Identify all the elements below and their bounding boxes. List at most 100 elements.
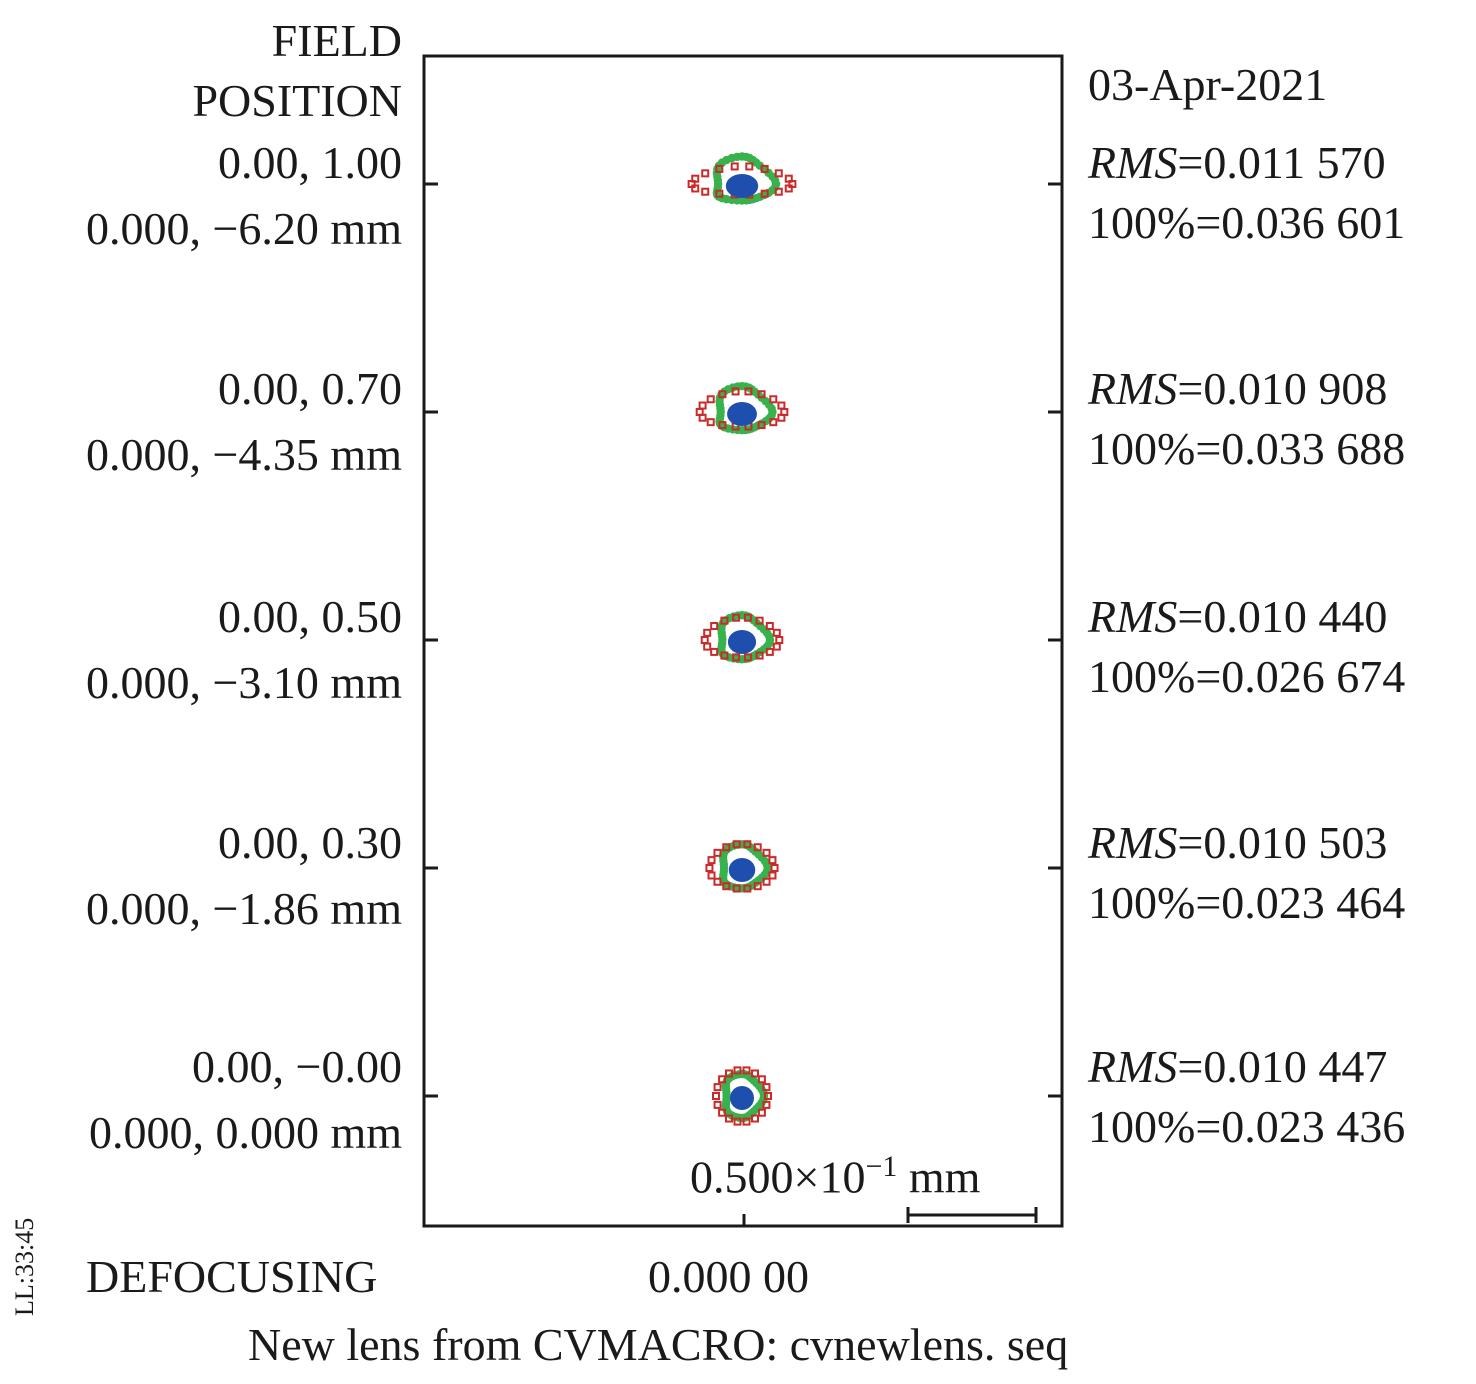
spot-ray-red [695,408,704,416]
spot-ray-red [715,189,724,198]
spot-ray-red [703,642,712,651]
field-rel-label: 0.00, 0.50 [218,591,402,642]
spot-ray-red [757,1075,766,1084]
spot-ray-red [751,1114,759,1123]
field-abs-label: 0.000, −4.35 mm [85,429,402,480]
scale-bar-label: 0.500×10−1 mm [690,1150,981,1203]
rms-value: RMS=0.011 570 [1088,137,1386,188]
side-timestamp: LL:33:45 [10,1217,39,1316]
defocus-value: 0.000 00 [648,1251,809,1302]
spot-ray-red [710,647,719,656]
spot-ray-red [769,395,778,404]
spot-ray-red [733,1066,742,1075]
spot-ray-red [713,1100,722,1109]
spot-ray-red [730,162,739,171]
spot-core-blue [728,858,756,882]
spot-ray-red [725,1069,733,1078]
spot-ray-red [733,1117,742,1126]
spot-ray-red [760,189,769,198]
spot-ray-red [753,843,762,852]
rms-value: RMS=0.010 440 [1088,591,1388,642]
spot-ray-red [725,1114,733,1123]
spot-ray-red [772,642,781,651]
rms-value: RMS=0.010 447 [1088,1041,1388,1092]
spot-ray-red [770,864,779,872]
spot-ray-red [732,613,741,622]
field-rel-label: 0.00, −0.00 [192,1041,402,1092]
spot-cluster [695,381,789,435]
spot-ray-red [691,174,700,183]
spot-ray-red [760,164,769,173]
spot-ray-red [745,162,754,171]
spot-ray-red [777,413,786,422]
spot-ray-red [700,636,709,644]
spot-ray-red [701,169,710,178]
rms-value: RMS=0.010 503 [1088,817,1388,868]
spot-ray-red [720,616,729,625]
field-abs-label: 0.000, −3.10 mm [85,657,402,708]
spot-ray-red [775,636,784,644]
spot-ray-red [765,647,774,656]
spot-ray-red [743,613,752,622]
spot-ray-red [698,401,707,410]
spot-ray-red [710,622,719,631]
spot-ray-red [707,871,716,880]
field-position-title-line1: FIELD [271,15,402,66]
spot-ray-red [765,622,774,631]
spot-ray-red [732,884,741,893]
field-abs-label: 0.000, 0.000 mm [88,1107,402,1158]
spot-ray-red [762,1100,771,1109]
spot-ray-red [755,651,764,660]
spot-core-blue [725,174,759,198]
full-value: 100%=0.023 436 [1088,1101,1406,1152]
spot-ray-red [757,421,766,430]
spot-ray-red [722,882,731,891]
spot-ray-red [713,1083,722,1092]
spot-ray-green [765,632,774,641]
field-rel-label: 0.00, 0.30 [218,817,402,868]
spot-ray-red [755,616,764,625]
spot-ray-red [769,418,778,427]
rms-value: RMS=0.010 908 [1088,363,1388,414]
spot-ray-red [772,628,781,637]
spot-ray-red [722,843,731,852]
field-rel-label: 0.00, 1.00 [218,137,402,188]
spot-ray-red [753,882,762,891]
spot-ray-red [744,387,753,396]
spot-ray-red [718,421,727,430]
spot-ray-red [762,848,771,857]
spot-ray-red [701,187,710,196]
field-position-title-line2: POSITION [192,75,402,126]
spot-ray-red [732,653,741,662]
plot-date: 03-Apr-2021 [1088,59,1328,110]
spot-ray-red [707,856,716,865]
spot-ray-red [743,840,752,849]
spot-ray-red [731,387,740,396]
spot-ray-red [751,1069,759,1078]
full-value: 100%=0.023 464 [1088,877,1406,928]
spot-ray-red [706,418,715,427]
spot-ray-red [718,1075,727,1084]
spot-ray-red [718,1108,727,1117]
spot-core-blue [727,402,757,426]
spot-ray-red [720,651,729,660]
spot-ray-red [703,628,712,637]
full-value: 100%=0.026 674 [1088,651,1406,702]
spot-ray-red [777,401,786,410]
full-value: 100%=0.033 688 [1088,423,1406,474]
spot-ray-red [762,1083,771,1092]
spot-cluster [705,840,779,893]
spot-ray-red [784,174,793,183]
spot-ray-red [768,871,777,880]
spot-ray-red [764,1092,772,1100]
spot-ray-red [713,877,722,886]
spot-ray-red [757,1108,766,1117]
spot-ray-red [743,653,752,662]
spot-ray-red [774,187,783,196]
field-abs-label: 0.000, −1.86 mm [85,883,402,934]
field-abs-label: 0.000, −6.20 mm [85,203,402,254]
spot-ray-red [743,884,752,893]
spot-ray-green [767,404,776,413]
spot-ray-red [784,184,793,193]
